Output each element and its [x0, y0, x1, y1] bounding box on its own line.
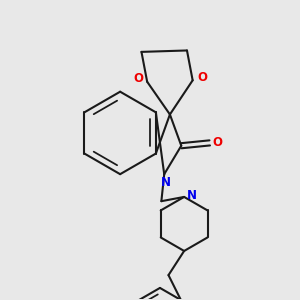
Text: N: N — [160, 176, 171, 189]
Text: N: N — [187, 189, 197, 202]
Text: O: O — [197, 71, 207, 84]
Text: O: O — [133, 72, 143, 86]
Text: O: O — [213, 136, 223, 149]
